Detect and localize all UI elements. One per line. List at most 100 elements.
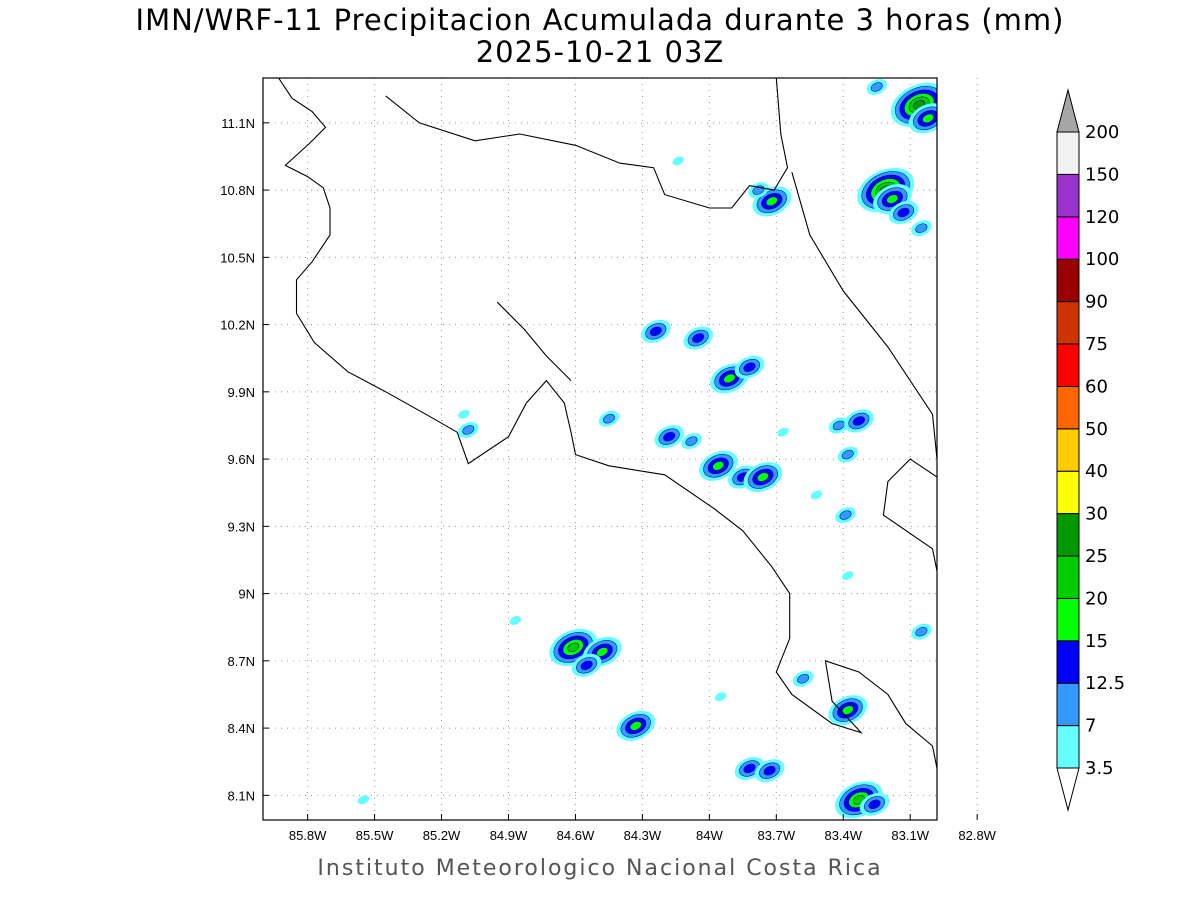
lat-tick-label: 10.2N (220, 318, 255, 333)
colorbar-segment (1056, 131, 1080, 175)
credit-text: Instituto Meteorologico Nacional Costa R… (317, 856, 883, 881)
colorbar-segment (1056, 343, 1080, 387)
precip-cell (835, 507, 856, 524)
precip-contour (458, 409, 470, 419)
precip-cell (911, 220, 932, 237)
colorbar-upper-arrow (1056, 88, 1080, 133)
precip-contour (942, 616, 968, 638)
colorbar-segment (1056, 470, 1080, 515)
precip-contour (763, 766, 776, 776)
precip-cell (911, 623, 932, 640)
precip-contour (868, 799, 881, 809)
lat-tick-label: 9.6N (228, 452, 255, 467)
colorbar-label: 30 (1085, 504, 1108, 525)
precip-contour (980, 622, 1028, 664)
colorbar-segment (1056, 216, 1080, 260)
precip-contour (943, 587, 957, 599)
colorbar-lower-arrow (1056, 767, 1080, 812)
colorbar-segment (1056, 597, 1080, 642)
precip-cell (458, 409, 470, 419)
precip-contour (897, 207, 910, 218)
precip-cell (866, 79, 887, 95)
precip-cell (828, 417, 850, 434)
precip-contour (723, 373, 736, 384)
precip-contour (712, 461, 725, 471)
precip-cell (734, 355, 765, 379)
precip-cell (943, 587, 957, 599)
lat-tick-label: 9N (238, 587, 255, 602)
precip-cell (458, 421, 479, 438)
lon-tick-label: 82.8W (958, 828, 996, 843)
precip-contour (852, 416, 865, 426)
coastline (882, 458, 937, 572)
lat-tick-label: 10.5N (220, 250, 255, 265)
colorbar-label: 3.5 (1085, 758, 1114, 779)
precip-cell (792, 670, 814, 687)
precip-contour (777, 427, 789, 437)
precip-cell (973, 623, 999, 645)
colorbar-segment (1056, 555, 1080, 599)
precip-cell (981, 535, 1018, 567)
coastline (278, 78, 937, 769)
colorbar-legend: 3.5 7 12.5 15 20 25 30 40 50 60 75 90 100 120 150 200 (1056, 88, 1125, 812)
lat-tick-label: 8.4N (228, 721, 255, 736)
precip-cell (681, 433, 702, 450)
coastline (385, 78, 789, 209)
precip-contour (974, 617, 1034, 669)
lat-tick-label: 9.3N (228, 519, 255, 534)
precip-contour (797, 674, 810, 684)
precip-contour (509, 616, 521, 625)
precip-contour (968, 534, 982, 546)
precip-contour (649, 326, 662, 336)
precip-cell (837, 446, 858, 463)
lon-tick-label: 83.1W (891, 828, 929, 843)
lon-tick-label: 85.2W (423, 828, 461, 843)
precip-contour (743, 362, 756, 372)
coastline (791, 172, 937, 460)
precip-contour (991, 632, 1017, 654)
precip-cell (640, 319, 671, 343)
precip-contour (714, 692, 727, 702)
precip-cell (828, 695, 868, 726)
precip-contour (973, 623, 999, 645)
lat-tick-label: 9.9N (228, 385, 255, 400)
precip-cell (968, 534, 982, 546)
precipitation-field (357, 79, 1034, 819)
coastlines (278, 78, 937, 769)
precip-contour (886, 194, 899, 204)
precip-cell (859, 792, 890, 816)
precip-contour (997, 637, 1011, 649)
precip-contour (462, 425, 475, 435)
precip-contour (870, 82, 883, 92)
axis-ticks: 85.8W 85.5W 85.2W 84.9W 84.6W 84.3W 84W 83.7W 83… (220, 116, 996, 843)
precip-contour (915, 223, 928, 233)
colorbar-label: 75 (1085, 334, 1108, 355)
precip-cell (357, 795, 370, 805)
precip-contour (580, 660, 593, 670)
precip-contour (979, 628, 993, 640)
lat-tick-label: 8.7N (228, 654, 255, 669)
precip-contour (357, 795, 370, 805)
colorbar-label: 60 (1085, 376, 1108, 397)
colorbar-segment (1056, 258, 1080, 303)
precip-contour (915, 627, 928, 637)
precip-contour (936, 611, 973, 643)
colorbar-segment (1056, 725, 1080, 769)
chart-title: IMN/WRF-11 Precipitacion Acumulada duran… (135, 3, 1065, 37)
precip-contour (629, 721, 642, 731)
colorbar-segment (1056, 640, 1080, 684)
lon-tick-label: 83.4W (824, 828, 862, 843)
precip-contour (810, 490, 823, 500)
precip-contour (981, 535, 1018, 567)
precip-contour (756, 472, 769, 482)
precip-contour (948, 621, 962, 633)
colorbar-segment (1056, 173, 1080, 218)
precip-cell (654, 425, 684, 449)
colorbar-label: 40 (1085, 461, 1108, 482)
colorbar-segment (1056, 513, 1080, 557)
precip-contour (765, 196, 778, 206)
precip-contour (842, 571, 854, 581)
colorbar-label: 7 (1085, 716, 1096, 737)
precip-contour (743, 763, 756, 774)
lat-tick-label: 8.1N (228, 788, 255, 803)
